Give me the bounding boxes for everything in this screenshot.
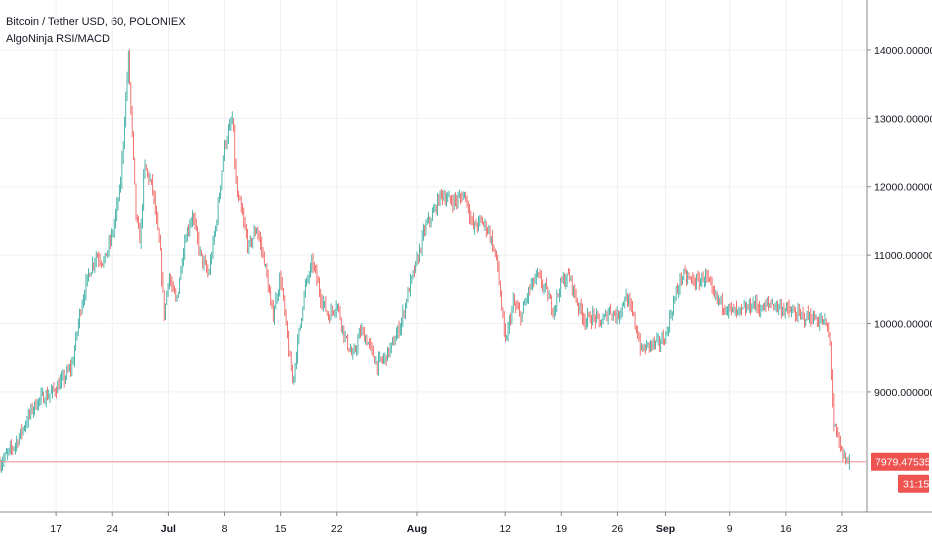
x-tick-label: 8 [222, 523, 228, 535]
x-tick-label: 17 [50, 523, 62, 535]
y-tick-label: 9000.00000000 [874, 387, 932, 399]
x-tick-label: 16 [780, 523, 792, 535]
x-tick-label: 9 [727, 523, 733, 535]
time-scale[interactable]: 17 24 Jul 8 15 22 Aug 12 19 26 Sep 9 16 23 [50, 512, 848, 535]
candles [0, 49, 850, 474]
y-tick-label: 12000.00000000 [874, 182, 932, 194]
x-tick-label: 15 [275, 523, 287, 535]
x-tick-label: 12 [499, 523, 511, 535]
x-tick-label: 22 [331, 523, 343, 535]
y-tick-label: 14000.00000000 [874, 45, 932, 57]
x-tick-label: Aug [407, 523, 427, 535]
last-price-label: 7979.47535491 [875, 457, 932, 469]
symbol-title[interactable]: Bitcoin / Tether USD, 60, POLONIEX [6, 16, 186, 28]
grid [0, 0, 866, 511]
x-tick-label: 24 [106, 523, 118, 535]
y-tick-label: 13000.00000000 [874, 113, 932, 125]
x-tick-label: Jul [161, 523, 176, 535]
y-tick-label: 11000.00000000 [874, 250, 932, 262]
countdown-tag: 31:15 [898, 474, 929, 493]
price-scale[interactable]: 14000.00000000 13000.00000000 12000.000000… [867, 45, 932, 399]
y-tick-label: 10000.00000000 [874, 319, 932, 331]
chart-legend: Bitcoin / Tether USD, 60, POLONIEX AlgoN… [6, 14, 186, 48]
countdown-label: 31:15 [903, 479, 929, 491]
x-tick-label: 26 [612, 523, 624, 535]
x-tick-label: Sep [656, 523, 675, 535]
indicator-title[interactable]: AlgoNinja RSI/MACD [6, 33, 110, 45]
last-price-tag: 7979.47535491 [871, 452, 932, 471]
x-tick-label: 23 [836, 523, 848, 535]
x-tick-label: 19 [555, 523, 567, 535]
